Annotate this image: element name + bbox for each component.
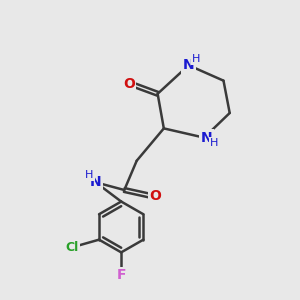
Text: H: H: [85, 169, 94, 180]
Text: N: N: [90, 175, 101, 189]
Text: O: O: [123, 77, 135, 91]
Text: F: F: [116, 268, 126, 283]
Text: O: O: [149, 189, 161, 203]
Text: H: H: [210, 138, 218, 148]
Text: Cl: Cl: [65, 241, 79, 254]
Text: N: N: [201, 130, 212, 145]
Text: H: H: [192, 54, 201, 64]
Text: N: N: [183, 58, 194, 72]
